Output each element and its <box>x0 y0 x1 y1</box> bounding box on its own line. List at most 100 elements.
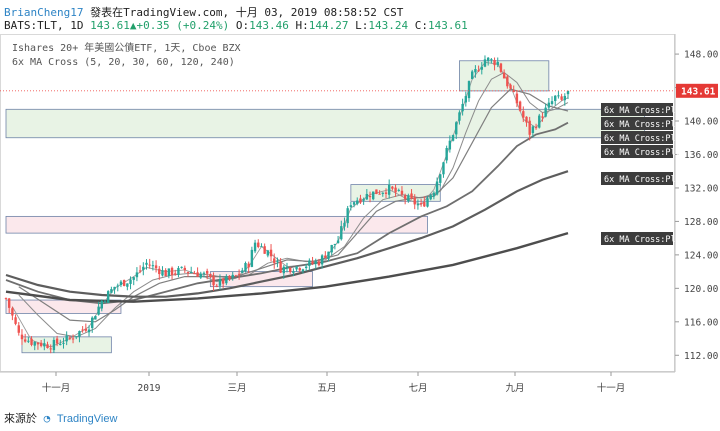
candle-body <box>445 147 448 161</box>
candle-body <box>87 329 91 333</box>
candle-body <box>304 266 308 268</box>
ma-label-text: 6x MA Cross:Plot <box>604 120 686 130</box>
candle-body <box>241 270 244 273</box>
candle-body <box>65 335 68 342</box>
candle-body <box>148 264 151 266</box>
candle-body <box>314 261 317 264</box>
ma-label-box <box>601 145 673 158</box>
price-tick-label: 112.00 <box>684 351 719 362</box>
candle-body <box>566 90 570 95</box>
zone-support-3[interactable] <box>5 108 646 139</box>
candle-body <box>263 246 266 254</box>
candle-body <box>103 301 107 303</box>
candle-body <box>531 126 535 133</box>
time-tick-label: 十一月 <box>42 382 71 394</box>
author-link[interactable]: BrianCheng17 <box>4 6 84 19</box>
candle-body <box>7 298 11 308</box>
chart-area[interactable]: 112.00 116.00 120.00 124.00 128.00 132.00 136.… <box>0 34 720 406</box>
legend-indicator[interactable]: 6x MA Cross (5, 20, 30, 60, 120, 240) <box>12 57 235 68</box>
candle-body <box>253 242 257 252</box>
candle-body <box>324 255 327 258</box>
candle-body <box>81 329 84 331</box>
candle-body <box>525 116 528 123</box>
candle-body <box>36 342 40 345</box>
candle-body <box>423 202 426 207</box>
price-tick-label: 124.00 <box>684 250 719 261</box>
candle-body <box>311 261 314 264</box>
candle-body <box>429 195 432 200</box>
candle-body <box>301 269 305 272</box>
candle-body <box>356 200 359 204</box>
brand-link[interactable]: TradingView <box>56 413 118 425</box>
price-tick-label: 140.00 <box>684 117 719 128</box>
time-tick-label: 2019 <box>138 383 161 394</box>
price-tick-label: 136.00 <box>684 150 719 161</box>
candle-body <box>132 277 135 280</box>
close-value: 143.61 <box>427 19 468 32</box>
time-tick-label: 十一月 <box>597 382 626 394</box>
candle-body <box>333 243 337 245</box>
candle-body <box>231 274 234 278</box>
candle-body <box>458 112 461 121</box>
candle-body <box>416 204 420 206</box>
candle-body <box>4 298 8 300</box>
candle-body <box>298 268 301 271</box>
candle-body <box>247 263 250 268</box>
source-label: 來源於 <box>4 412 37 425</box>
time-tick-label: 九月 <box>505 382 524 394</box>
candle-body <box>365 193 369 200</box>
candle-body <box>557 95 560 97</box>
candle-body <box>94 316 97 320</box>
ma-label-text: 6x MA Cross:Plot <box>604 175 686 185</box>
candle-body <box>17 325 20 333</box>
time-tick-label: 三月 <box>227 383 246 394</box>
candle-body <box>276 260 279 262</box>
price-chart[interactable]: 112.00 116.00 120.00 124.00 128.00 132.00 136.… <box>0 34 720 406</box>
candle-body <box>14 317 17 324</box>
candle-body <box>467 81 471 99</box>
candle-body <box>106 291 110 303</box>
candle-body <box>538 115 541 128</box>
candle-body <box>384 192 388 194</box>
candle-body <box>295 266 298 270</box>
candle-body <box>541 116 544 118</box>
ohlc-line: BATS:TLT, 1D 143.61▲+0.35 (+0.24%) O:143… <box>4 19 468 32</box>
open-value: 143.46 <box>249 19 289 32</box>
moving-average-ma20[interactable] <box>18 71 569 338</box>
candle-body <box>212 275 215 286</box>
candle-body <box>496 61 499 66</box>
chart-header: BrianCheng17 發表在TradingView.com, 十月 03, … <box>0 0 720 34</box>
low-value: 143.24 <box>368 19 409 32</box>
candle-body <box>471 71 474 80</box>
candle-layer <box>4 55 570 354</box>
ma-labels: 6x MA Cross:Plot 6x MA Cross:Plot 6x MA Cr… <box>601 103 686 245</box>
zone-resistance-4[interactable] <box>5 215 428 234</box>
candle-body <box>234 275 238 277</box>
ma-label-text: 6x MA Cross:Plot <box>604 235 686 245</box>
candle-body <box>474 69 477 73</box>
candle-body <box>100 300 103 309</box>
candle-body <box>209 274 212 277</box>
tradingview-logo-icon[interactable]: ◔ <box>43 412 51 425</box>
candle-body <box>352 202 356 205</box>
candle-body <box>91 317 94 328</box>
candle-body <box>205 270 209 274</box>
time-tick-label: 七月 <box>408 383 427 394</box>
ma-label-box <box>601 117 673 130</box>
candle-body <box>170 267 174 276</box>
candle-body <box>292 271 295 273</box>
candle-body <box>554 95 557 102</box>
candle-body <box>59 344 62 346</box>
candle-body <box>432 192 436 197</box>
last-price-tag-text: 143.61 <box>681 86 716 97</box>
candle-body <box>273 258 276 263</box>
candle-body <box>225 276 228 284</box>
time-axis[interactable]: 十一月 2019 三月 五月 七月 九月 十一月 <box>42 372 626 394</box>
candle-body <box>403 195 407 199</box>
candle-body <box>52 339 56 351</box>
candle-body <box>279 261 282 273</box>
candle-body <box>483 59 487 67</box>
candle-body <box>161 270 164 276</box>
candle-body <box>534 127 538 129</box>
up-arrow-icon: ▲ <box>129 19 137 32</box>
